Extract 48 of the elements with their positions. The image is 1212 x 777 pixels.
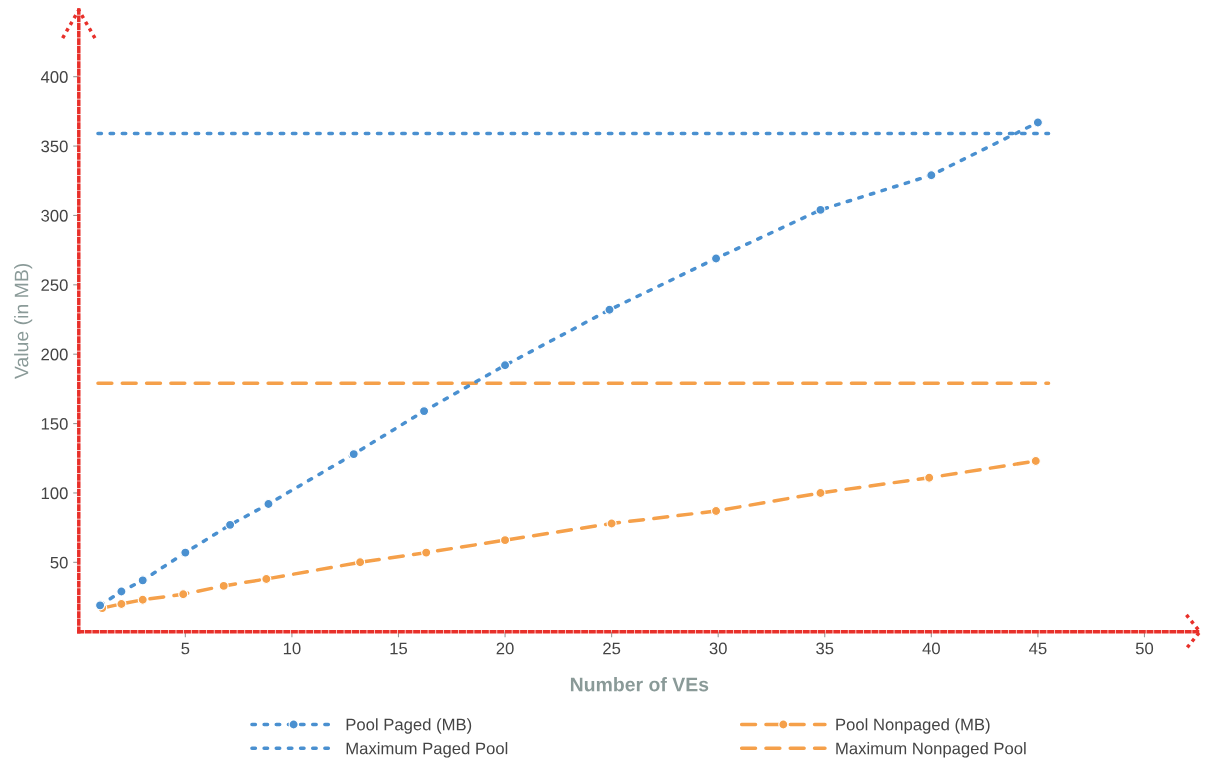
point [137,575,148,586]
point [355,557,366,568]
y-tick-label: 400 [40,71,68,83]
y-tick-label: 350 [41,140,68,153]
point [116,598,127,610]
point [924,472,935,483]
point [815,487,826,499]
point [926,170,937,181]
y-tick-label: 200 [41,348,68,361]
point [180,547,191,558]
x-tick-label: 40 [922,642,940,655]
point [1030,455,1041,467]
point [710,505,722,517]
x-tick-label: 45 [1029,642,1047,655]
point [421,547,432,558]
x-tick-label: 10 [283,642,301,655]
x-tick-label: 20 [496,642,514,655]
x-tick-label: 5 [181,642,190,655]
point [606,518,617,529]
y-tick-label: 100 [41,487,68,500]
legend-label: Maximum Nonpaged Pool [836,742,1026,758]
point [348,449,359,460]
point [418,406,430,417]
x-tick-label: 15 [390,642,408,655]
point [604,304,615,315]
x-tick-label: 50 [1135,642,1154,655]
y-axis-title: Value (in MB) [14,263,33,379]
x-tick-label: 25 [603,642,621,655]
x-tick-label: 35 [816,642,834,655]
y-tick-label: 50 [50,556,68,569]
legend-label: Maximum Paged Pool [346,742,508,758]
point [137,594,148,605]
y-tick-label: 150 [41,417,68,430]
point [710,253,722,264]
point [1032,117,1043,128]
legend-label: Pool Nonpaged (MB) [836,718,990,734]
x-axis-title: Number of VEs [570,677,709,692]
point [499,360,511,371]
legend-label: Pool Paged (MB) [346,718,472,734]
y-tick-label: 250 [41,279,68,292]
x-tick-label: 30 [709,642,727,655]
y-tick-label: 300 [41,209,68,222]
point [261,573,272,585]
point [499,535,511,546]
point [178,589,189,600]
point [225,519,236,530]
point [263,498,274,510]
point [116,586,127,597]
